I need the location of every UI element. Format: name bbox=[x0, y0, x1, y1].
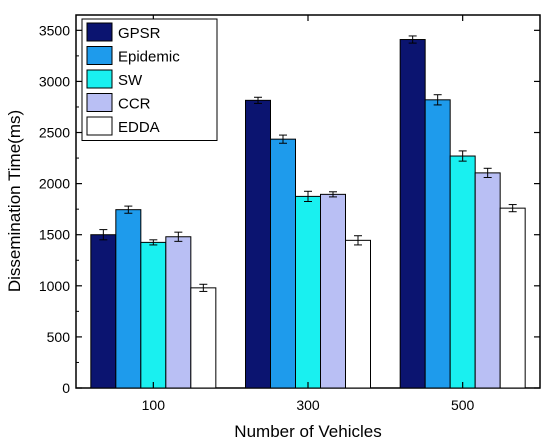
error-bar-ccr-500 bbox=[483, 167, 492, 178]
axes-layer: 0 500 1000 1500 2000 2500 3000 3500 100 300 500 bbox=[39, 15, 540, 413]
bar-epidemic-300 bbox=[270, 138, 296, 389]
x-tick-label: 500 bbox=[451, 397, 475, 413]
error-bars-layer bbox=[99, 35, 517, 292]
bar-edda-100 bbox=[190, 287, 217, 389]
error-bar-sw-100 bbox=[149, 239, 158, 246]
legend-swatch-ccr bbox=[86, 93, 113, 112]
legend-swatch-edda bbox=[86, 116, 113, 136]
legend-label-epidemic: Epidemic bbox=[118, 49, 180, 66]
legend-swatch-gpsr bbox=[86, 22, 113, 42]
y-tick-label: 0 bbox=[62, 380, 70, 396]
bar-ccr-500 bbox=[474, 172, 501, 389]
bar-gpsr-300 bbox=[245, 99, 271, 389]
x-axis-title: Number of Vehicles bbox=[234, 422, 381, 441]
bar-epidemic-100 bbox=[115, 209, 142, 389]
legend-label-ccr: CCR bbox=[118, 96, 151, 113]
legend-label-gpsr: GPSR bbox=[118, 25, 161, 42]
error-bar-epidemic-100 bbox=[124, 205, 133, 214]
error-bar-epidemic-500 bbox=[433, 94, 442, 106]
error-bar-sw-300 bbox=[304, 190, 312, 202]
legend-swatch-sw bbox=[86, 69, 113, 89]
bar-ccr-100 bbox=[165, 236, 192, 389]
error-bar-gpsr-300 bbox=[254, 96, 262, 104]
y-tick-label: 2500 bbox=[39, 125, 70, 141]
y-tick-label: 3000 bbox=[39, 73, 70, 89]
bar-edda-300 bbox=[345, 239, 371, 389]
legend-label-edda: EDDA bbox=[118, 119, 160, 136]
bar-sw-300 bbox=[295, 195, 321, 389]
y-tick-label: 1000 bbox=[39, 278, 70, 294]
error-bar-edda-300 bbox=[354, 235, 362, 246]
legend-label-sw: SW bbox=[118, 72, 143, 89]
legend: GPSR Epidemic SW CCR EDDA bbox=[81, 18, 218, 141]
bars-layer bbox=[90, 39, 526, 389]
error-bar-ccr-100 bbox=[174, 231, 183, 242]
y-tick-label: 3500 bbox=[39, 22, 70, 38]
y-tick-label: 1500 bbox=[39, 227, 70, 243]
error-bar-epidemic-300 bbox=[279, 134, 287, 144]
y-tick-label: 2000 bbox=[39, 176, 70, 192]
error-bar-edda-100 bbox=[199, 283, 208, 292]
bar-epidemic-500 bbox=[424, 99, 451, 389]
x-tick-label: 300 bbox=[296, 397, 320, 413]
error-bar-edda-500 bbox=[508, 204, 517, 213]
x-tick-label: 100 bbox=[142, 397, 166, 413]
y-axis-title: Dissemination Time(ms) bbox=[5, 110, 24, 292]
error-bar-ccr-300 bbox=[329, 191, 337, 198]
bar-gpsr-100 bbox=[90, 234, 117, 389]
legend-swatch-epidemic bbox=[86, 46, 113, 65]
bar-ccr-300 bbox=[320, 193, 346, 389]
bar-sw-500 bbox=[449, 155, 476, 389]
bar-edda-500 bbox=[499, 207, 526, 389]
error-bar-gpsr-100 bbox=[99, 229, 108, 241]
error-bar-gpsr-500 bbox=[408, 35, 417, 44]
bar-gpsr-500 bbox=[399, 39, 426, 389]
error-bar-sw-500 bbox=[458, 150, 467, 162]
bar-sw-100 bbox=[140, 241, 167, 389]
y-tick-label: 500 bbox=[47, 329, 71, 345]
